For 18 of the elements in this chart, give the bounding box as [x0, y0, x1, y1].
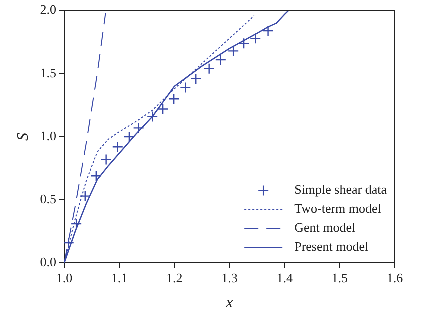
x-axis-title: x — [225, 294, 234, 312]
legend-label: Present model — [294, 239, 369, 254]
x-tick-label: 1.0 — [56, 270, 73, 286]
y-tick-label: 1.5 — [40, 65, 56, 80]
x-tick-label: 1.3 — [222, 270, 238, 286]
x-tick-label: 1.6 — [386, 270, 404, 286]
x-tick-label: 1.4 — [276, 270, 294, 286]
x-tick-label: 1.5 — [332, 270, 348, 286]
y-axis-title: S — [14, 133, 32, 141]
y-tick-label: 1.0 — [40, 128, 56, 144]
legend-label: Two-term model — [294, 201, 382, 216]
x-tick-label: 1.2 — [166, 270, 183, 286]
y-tick-label: 0.5 — [40, 192, 56, 207]
legend-label: Simple shear data — [294, 182, 388, 198]
x-tick-label: 1.1 — [111, 270, 128, 286]
legend-label: Gent model — [294, 220, 356, 236]
y-tick-label: 2.0 — [40, 2, 56, 18]
y-tick-label: 0.0 — [40, 254, 56, 270]
